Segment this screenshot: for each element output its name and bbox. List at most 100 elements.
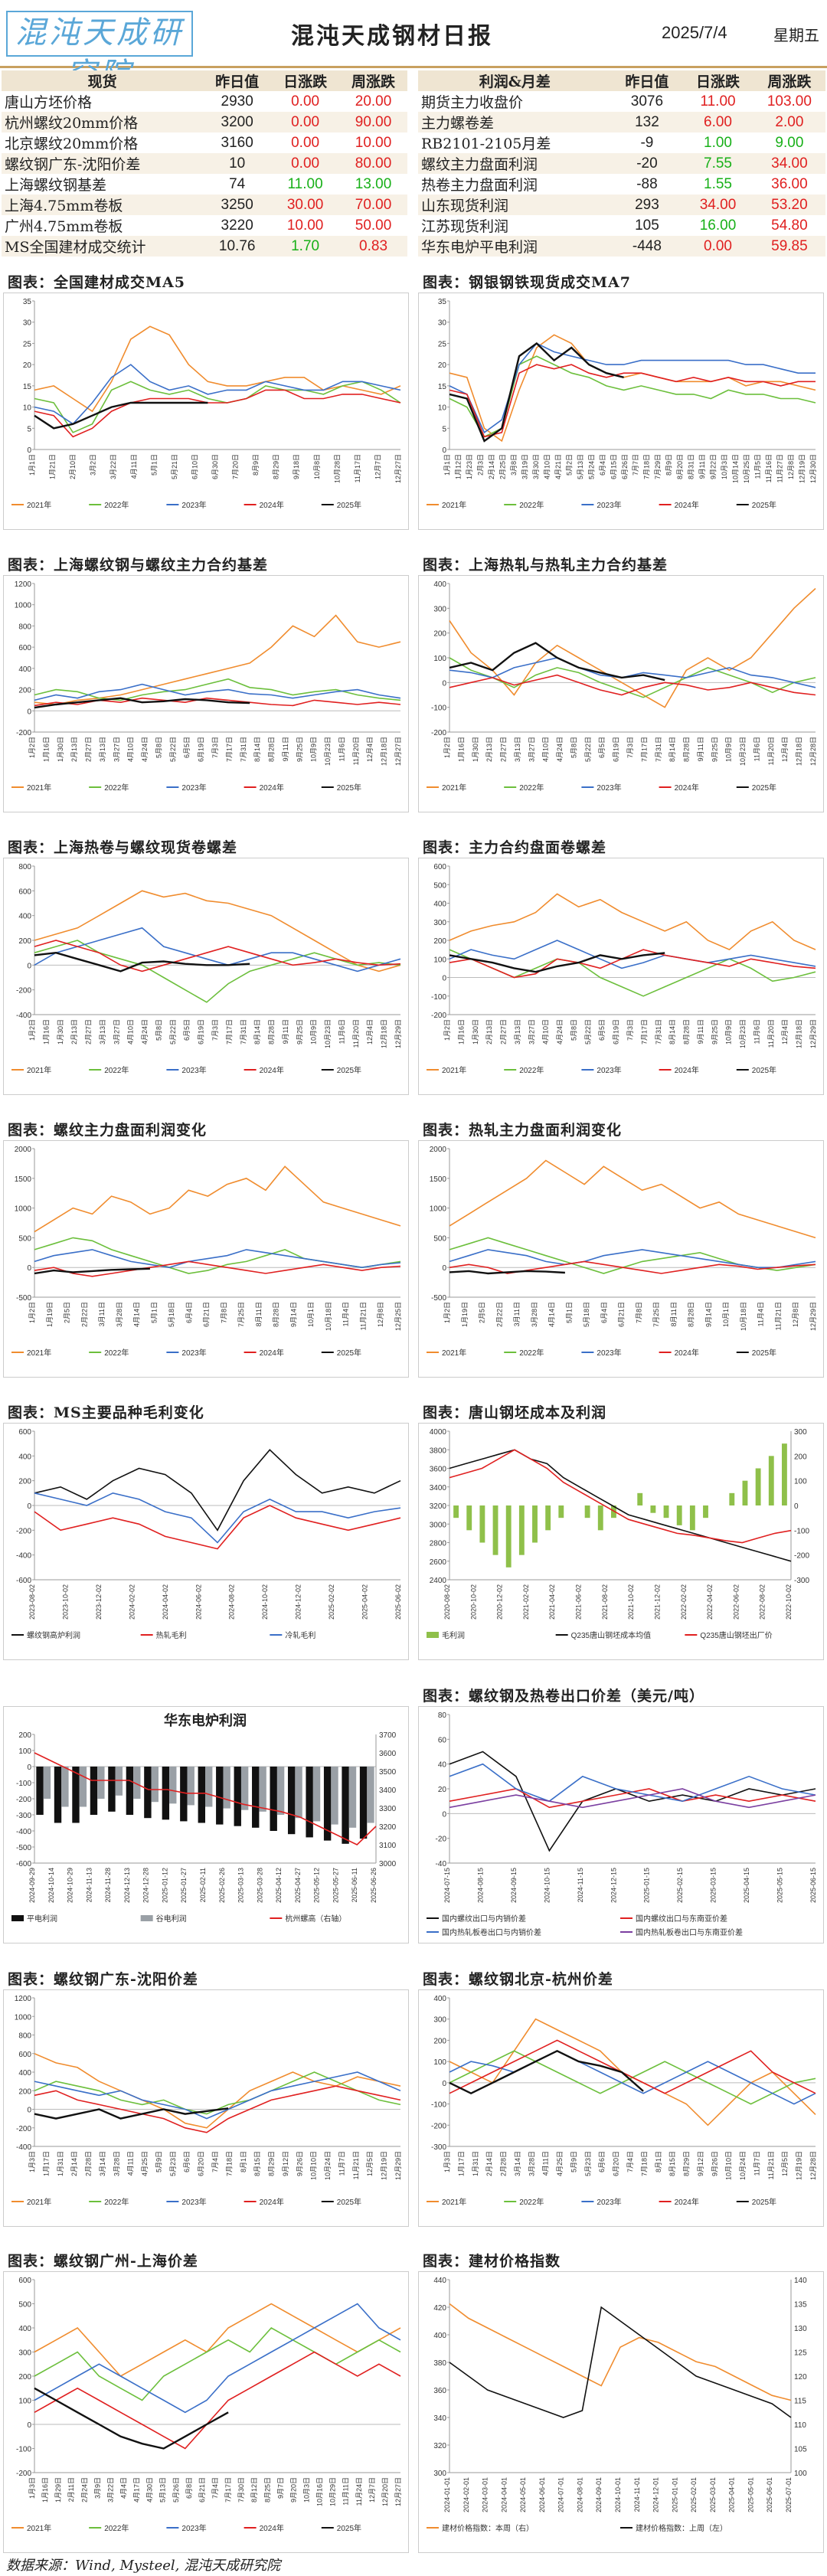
table-row: 螺纹钢广东-沈阳价差 10 0.00 80.00 xyxy=(2,153,407,174)
x-tick-label: 7月4日 xyxy=(626,2151,634,2172)
x-tick-label: 5月23日 xyxy=(584,2151,592,2176)
y-tick-label: 500 xyxy=(18,1234,31,1243)
x-tick-label: 9月26日 xyxy=(296,2151,303,2176)
legend-label: 2025年 xyxy=(337,500,361,510)
x-tick-label: 10月23日 xyxy=(324,737,332,766)
series-line xyxy=(449,657,816,698)
x-tick-label: 5月13日 xyxy=(577,454,584,479)
x-tick-label: 9月26日 xyxy=(711,2151,718,2176)
legend-label: 2023年 xyxy=(181,2197,206,2207)
x-tick-label: 10月10日 xyxy=(725,2151,733,2180)
y-tick-label: -600 xyxy=(16,1860,31,1868)
x-tick-label: 5月1日 xyxy=(150,1302,158,1323)
y-tick-label: 800 xyxy=(18,863,31,871)
x-tick-label: 5月22日 xyxy=(169,1019,177,1044)
bar-mark xyxy=(270,1767,277,1831)
y-tick-label: 0 xyxy=(442,679,446,688)
x-tick-label: 2025-04-15 xyxy=(743,1868,750,1903)
y-tick-label: 200 xyxy=(433,937,446,946)
x-tick-label: 2023-10-02 xyxy=(61,1584,69,1620)
x-tick-label: 2月5日 xyxy=(64,1302,71,1323)
series-line xyxy=(449,342,624,443)
legend-label: 2023年 xyxy=(597,2197,621,2207)
series-line xyxy=(449,1788,816,1809)
x-tick-label: 12月4日 xyxy=(366,1019,374,1044)
series-line xyxy=(34,1249,401,1269)
chart-svg: -200 -100 0 100 200 300 400 500 600 1月2日 1月16日 1月30… xyxy=(427,863,817,1075)
legend-label: 2022年 xyxy=(104,783,129,793)
x-tick-label: 6月21日 xyxy=(203,1302,211,1327)
y-tick-label: 2000 xyxy=(430,1146,447,1154)
y-tick-label: -200 xyxy=(16,987,31,995)
x-tick-label: 2月14日 xyxy=(488,454,495,479)
x-tick-label: 4月24日 xyxy=(556,1019,564,1044)
legend-label: 建材价格指数：上周（左） xyxy=(636,2523,727,2533)
y-tick-label: 100 xyxy=(18,2398,31,2406)
x-tick-label: 3月28日 xyxy=(531,1302,538,1327)
x-tick-label: 10月23日 xyxy=(324,1019,332,1048)
y-tick-label: 200 xyxy=(18,1478,31,1486)
row-week-change: 70.00 xyxy=(339,195,407,215)
x-tick-label: 3月13日 xyxy=(514,1019,521,1044)
series-line xyxy=(34,2351,401,2450)
y-tick-label: 200 xyxy=(18,1731,31,1740)
x-tick-label: 8月28日 xyxy=(688,1302,695,1327)
x-tick-label: 6月15日 xyxy=(610,454,617,479)
x-tick-label: 7月8日 xyxy=(635,1302,642,1323)
x-tick-label: 5月18日 xyxy=(583,1302,590,1327)
legend-label: Q235唐山钢坯出厂价 xyxy=(700,1630,772,1640)
chart-panel: 图表：螺纹主力盘面利润变化 -500 0 500 1000 1500 2000 1月2日 1月1… xyxy=(3,1119,409,1379)
legend-label: 2021年 xyxy=(27,783,51,793)
x-tick-label: 7月17日 xyxy=(640,737,648,762)
row-value: 74 xyxy=(229,175,246,192)
chart-inner-title: 华东电炉利润 xyxy=(164,1712,247,1729)
row-week-change: 20.00 xyxy=(355,93,392,110)
bar-mark xyxy=(479,1505,485,1543)
row-value: -9 xyxy=(640,134,654,151)
x-tick-label: 10月9日 xyxy=(310,1019,318,1044)
x-tick-label: 2025-01-27 xyxy=(180,1868,188,1903)
x-tick-label: 11月20日 xyxy=(767,737,775,765)
y2-tick-label: 105 xyxy=(794,2446,807,2454)
chart-svg: -500 0 500 1000 1500 2000 1月2日 1月19日 2月5日 2月22日 3月… xyxy=(11,1146,402,1358)
bar-mark xyxy=(367,1767,374,1823)
y-tick-label: -500 xyxy=(16,1844,31,1852)
x-tick-label: 8月11日 xyxy=(255,1302,263,1326)
bar-mark xyxy=(252,1767,260,1828)
row-week-change: 80.00 xyxy=(339,153,407,174)
x-tick-label: 2月5日 xyxy=(479,1302,486,1323)
x-tick-label: 2025-03-13 xyxy=(237,1868,245,1903)
x-tick-label: 12月4日 xyxy=(781,737,789,762)
y-tick-label: 30 xyxy=(23,319,32,328)
x-tick-label: 9月12日 xyxy=(282,2151,289,2176)
y2-tick-label: 3000 xyxy=(379,1860,397,1868)
y-tick-label: 25 xyxy=(23,340,32,348)
x-tick-label: 3月28日 xyxy=(528,2151,535,2176)
x-tick-label: 2025-05-01 xyxy=(747,2477,754,2512)
x-tick-label: 1月29日 xyxy=(54,2477,62,2502)
row-name: 主力螺卷差 xyxy=(418,112,612,132)
x-tick-label: 2023-08-02 xyxy=(28,1584,36,1620)
x-tick-label: 11月21日 xyxy=(774,1302,782,1330)
x-tick-label: 2024-05-01 xyxy=(519,2477,527,2512)
x-tick-label: 2024-08-01 xyxy=(576,2477,583,2512)
x-tick-label: 10月16日 xyxy=(316,2477,324,2506)
x-tick-label: 11月21日 xyxy=(359,1302,367,1330)
x-tick-label: 12月25日 xyxy=(394,1302,402,1331)
y2-tick-label: 3500 xyxy=(379,1768,397,1777)
x-tick-label: 10月14日 xyxy=(732,454,740,483)
row-week-change: 50.00 xyxy=(355,217,392,234)
table-header: 利润&月差 xyxy=(418,70,612,91)
y-tick-label: 200 xyxy=(18,937,31,946)
x-tick-label: 2月27日 xyxy=(500,1019,508,1044)
y-tick-label: 1200 xyxy=(15,580,32,589)
legend-label: 2023年 xyxy=(181,500,206,510)
y-tick-label: 1500 xyxy=(430,1175,447,1184)
bar-mark xyxy=(287,1767,296,1835)
x-tick-label: 6月20日 xyxy=(613,2151,620,2176)
series-line xyxy=(34,951,250,973)
x-tick-label: 7月31日 xyxy=(240,1019,247,1044)
bar-mark xyxy=(689,1505,695,1531)
y2-tick-label: -100 xyxy=(794,1527,809,1535)
legend-label: 冷轧毛利 xyxy=(285,1630,315,1640)
